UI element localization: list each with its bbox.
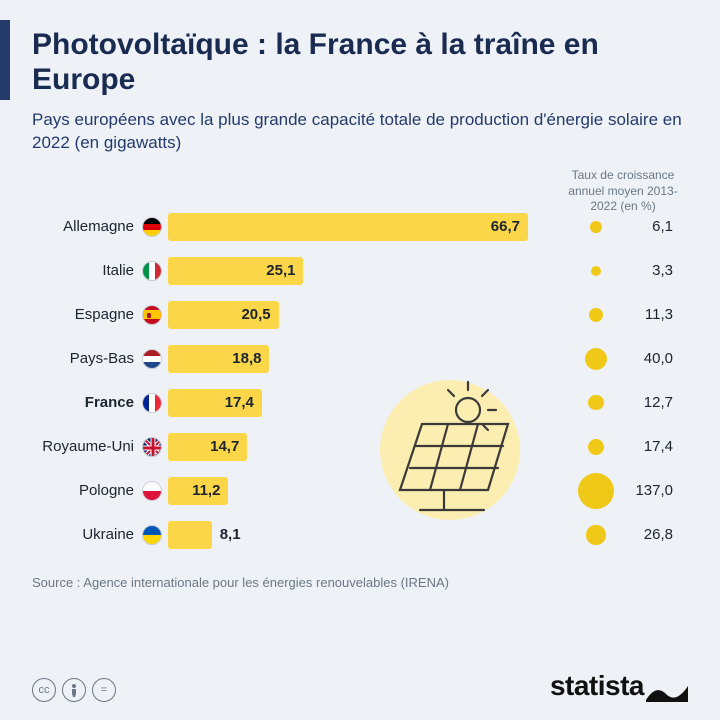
- bar-value: 11,2: [192, 482, 220, 499]
- growth-bubble: [589, 308, 604, 323]
- growth-cell: 11,3: [558, 306, 688, 323]
- country-label: Pays-Bas: [32, 350, 140, 367]
- growth-bubble: [578, 473, 614, 509]
- footer: cc = statista: [32, 670, 688, 702]
- flag-icon: [142, 525, 162, 545]
- growth-bubble: [591, 266, 602, 277]
- bar-area: 20,5: [168, 301, 558, 329]
- bar-value: 25,1: [266, 262, 295, 279]
- growth-value: 11,3: [631, 306, 673, 323]
- growth-value: 26,8: [631, 526, 673, 543]
- bar-value: 66,7: [491, 218, 520, 235]
- bar-chart: Allemagne 66,7 6,1 Italie 25,1 3,3 Espagne 20,5…: [32, 205, 688, 557]
- infographic-container: Photovoltaïque : la France à la traîne e…: [0, 0, 720, 720]
- growth-bubble: [586, 525, 605, 544]
- country-label: Royaume-Uni: [32, 438, 140, 455]
- flag-icon: [142, 437, 162, 457]
- noderivs-icon: =: [92, 678, 116, 702]
- country-label: Italie: [32, 262, 140, 279]
- subtitle: Pays européens avec la plus grande capac…: [32, 109, 688, 155]
- growth-bubble: [590, 221, 602, 233]
- chart-row: Italie 25,1 3,3: [32, 249, 688, 293]
- growth-value: 3,3: [631, 262, 673, 279]
- country-label: Pologne: [32, 482, 140, 499]
- bar-area: 8,1: [168, 521, 558, 549]
- chart-row: Pays-Bas 18,8 40,0: [32, 337, 688, 381]
- growth-cell: 6,1: [558, 218, 688, 235]
- bar-area: 66,7: [168, 213, 558, 241]
- growth-value: 6,1: [631, 218, 673, 235]
- growth-bubble: [588, 439, 605, 456]
- growth-cell: 137,0: [558, 473, 688, 509]
- title: Photovoltaïque : la France à la traîne e…: [32, 28, 688, 97]
- chart-row: Pologne 11,2 137,0: [32, 469, 688, 513]
- growth-value: 17,4: [631, 438, 673, 455]
- bar-area: 25,1: [168, 257, 558, 285]
- chart-row: Ukraine 8,1 26,8: [32, 513, 688, 557]
- growth-value: 12,7: [631, 394, 673, 411]
- cc-icon: cc: [32, 678, 56, 702]
- bar-value: 18,8: [232, 350, 261, 367]
- brand-wave-icon: [646, 682, 688, 702]
- bar: 17,4: [168, 389, 262, 417]
- flag-icon: [142, 349, 162, 369]
- bar: 14,7: [168, 433, 247, 461]
- chart-row: Allemagne 66,7 6,1: [32, 205, 688, 249]
- bar-value: 20,5: [241, 306, 270, 323]
- growth-value: 40,0: [631, 350, 673, 367]
- chart-row: France 17,4 12,7: [32, 381, 688, 425]
- growth-value: 137,0: [631, 482, 673, 499]
- bar: 20,5: [168, 301, 279, 329]
- flag-icon: [142, 481, 162, 501]
- brand-logo: statista: [550, 670, 688, 702]
- bar-area: 17,4: [168, 389, 558, 417]
- bar-value: 8,1: [220, 526, 241, 543]
- growth-cell: 26,8: [558, 525, 688, 544]
- country-label: Espagne: [32, 306, 140, 323]
- brand-text: statista: [550, 670, 644, 702]
- bar-area: 11,2: [168, 477, 558, 505]
- bar-area: 18,8: [168, 345, 558, 373]
- growth-bubble: [585, 348, 607, 370]
- chart-row: Espagne 20,5 11,3: [32, 293, 688, 337]
- bar: 8,1: [168, 521, 212, 549]
- bar: 18,8: [168, 345, 269, 373]
- chart-row: Royaume-Uni 14,7 17,4: [32, 425, 688, 469]
- country-label: France: [32, 394, 140, 411]
- attribution-icon: [62, 678, 86, 702]
- growth-cell: 40,0: [558, 348, 688, 370]
- flag-icon: [142, 305, 162, 325]
- bar-value: 17,4: [225, 394, 254, 411]
- bar: 11,2: [168, 477, 228, 505]
- bar: 66,7: [168, 213, 528, 241]
- source-text: Source : Agence internationale pour les …: [32, 575, 688, 590]
- growth-bubble: [588, 395, 603, 410]
- country-label: Ukraine: [32, 526, 140, 543]
- growth-cell: 3,3: [558, 262, 688, 279]
- bar: 25,1: [168, 257, 303, 285]
- bar-value: 14,7: [210, 438, 239, 455]
- bar-area: 14,7: [168, 433, 558, 461]
- flag-icon: [142, 217, 162, 237]
- flag-icon: [142, 261, 162, 281]
- growth-cell: 17,4: [558, 438, 688, 455]
- license-icons: cc =: [32, 678, 116, 702]
- growth-cell: 12,7: [558, 394, 688, 411]
- accent-bar: [0, 20, 10, 100]
- country-label: Allemagne: [32, 218, 140, 235]
- flag-icon: [142, 393, 162, 413]
